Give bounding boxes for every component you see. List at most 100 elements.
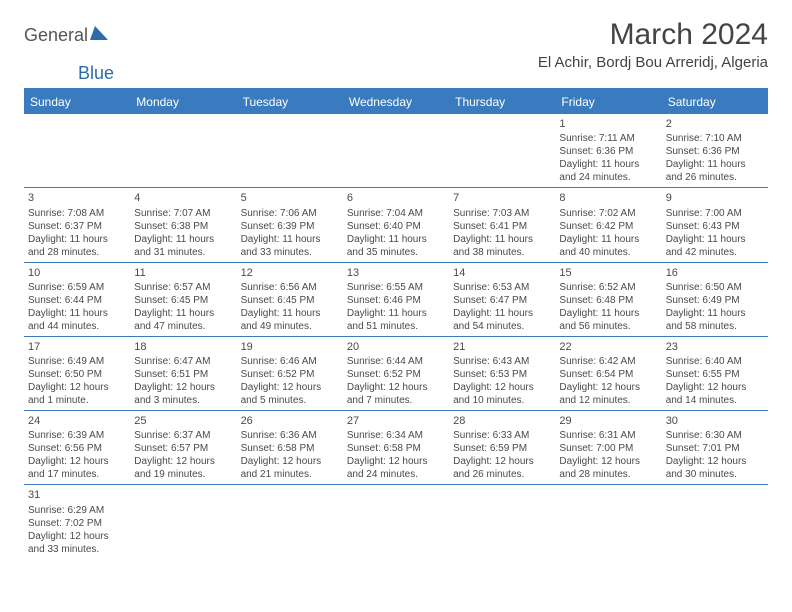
day-cell-empty xyxy=(237,114,343,187)
sun-line: Daylight: 12 hours xyxy=(134,381,232,394)
sun-line: and 12 minutes. xyxy=(559,394,657,407)
day-cell: 12Sunrise: 6:56 AMSunset: 6:45 PMDayligh… xyxy=(237,263,343,336)
day-number: 6 xyxy=(347,191,445,205)
sun-line: and 51 minutes. xyxy=(347,320,445,333)
day-number: 16 xyxy=(666,266,764,280)
day-number: 24 xyxy=(28,414,126,428)
day-number: 28 xyxy=(453,414,551,428)
day-number: 11 xyxy=(134,266,232,280)
sun-line: Daylight: 12 hours xyxy=(28,381,126,394)
sun-line: Daylight: 11 hours xyxy=(559,233,657,246)
sun-line: Sunrise: 6:49 AM xyxy=(28,355,126,368)
calendar: SundayMondayTuesdayWednesdayThursdayFrid… xyxy=(24,88,768,559)
sun-line: Daylight: 12 hours xyxy=(241,455,339,468)
sun-line: and 40 minutes. xyxy=(559,246,657,259)
sun-line: Sunset: 6:45 PM xyxy=(241,294,339,307)
day-cell-empty xyxy=(343,114,449,187)
sun-line: Sunrise: 6:42 AM xyxy=(559,355,657,368)
day-cell: 7Sunrise: 7:03 AMSunset: 6:41 PMDaylight… xyxy=(449,188,555,261)
day-cell: 9Sunrise: 7:00 AMSunset: 6:43 PMDaylight… xyxy=(662,188,768,261)
day-number: 9 xyxy=(666,191,764,205)
sun-line: Sunrise: 7:02 AM xyxy=(559,207,657,220)
week-row: 24Sunrise: 6:39 AMSunset: 6:56 PMDayligh… xyxy=(24,411,768,485)
day-number: 1 xyxy=(559,117,657,131)
day-number: 31 xyxy=(28,488,126,502)
day-number: 2 xyxy=(666,117,764,131)
sun-line: Sunset: 7:01 PM xyxy=(666,442,764,455)
day-cell: 24Sunrise: 6:39 AMSunset: 6:56 PMDayligh… xyxy=(24,411,130,484)
day-cell-empty xyxy=(130,485,236,558)
sun-line: and 19 minutes. xyxy=(134,468,232,481)
sun-line: Sunset: 6:37 PM xyxy=(28,220,126,233)
sun-line: Sunrise: 6:47 AM xyxy=(134,355,232,368)
sun-line: and 30 minutes. xyxy=(666,468,764,481)
sun-line: Sunset: 6:52 PM xyxy=(241,368,339,381)
sun-line: Sunrise: 7:10 AM xyxy=(666,132,764,145)
day-header-tuesday: Tuesday xyxy=(237,90,343,114)
sun-line: Sunrise: 7:07 AM xyxy=(134,207,232,220)
sun-line: Daylight: 11 hours xyxy=(134,307,232,320)
sun-line: Sunrise: 7:03 AM xyxy=(453,207,551,220)
day-cell: 29Sunrise: 6:31 AMSunset: 7:00 PMDayligh… xyxy=(555,411,661,484)
month-title: March 2024 xyxy=(538,18,768,52)
sun-line: Sunrise: 6:37 AM xyxy=(134,429,232,442)
day-number: 20 xyxy=(347,340,445,354)
day-cell: 2Sunrise: 7:10 AMSunset: 6:36 PMDaylight… xyxy=(662,114,768,187)
sun-line: Daylight: 11 hours xyxy=(666,233,764,246)
sun-line: and 56 minutes. xyxy=(559,320,657,333)
sun-line: Daylight: 12 hours xyxy=(666,455,764,468)
day-number: 23 xyxy=(666,340,764,354)
day-header-friday: Friday xyxy=(555,90,661,114)
sun-line: and 26 minutes. xyxy=(666,171,764,184)
sun-line: and 49 minutes. xyxy=(241,320,339,333)
sun-line: Sunset: 6:47 PM xyxy=(453,294,551,307)
sun-line: Daylight: 12 hours xyxy=(347,455,445,468)
sun-line: and 44 minutes. xyxy=(28,320,126,333)
day-cell: 4Sunrise: 7:07 AMSunset: 6:38 PMDaylight… xyxy=(130,188,236,261)
day-number: 18 xyxy=(134,340,232,354)
weeks-container: 1Sunrise: 7:11 AMSunset: 6:36 PMDaylight… xyxy=(24,114,768,559)
sun-line: Daylight: 11 hours xyxy=(28,307,126,320)
day-cell: 8Sunrise: 7:02 AMSunset: 6:42 PMDaylight… xyxy=(555,188,661,261)
sun-line: Daylight: 11 hours xyxy=(453,233,551,246)
sun-line: Sunrise: 6:33 AM xyxy=(453,429,551,442)
day-cell-empty xyxy=(449,114,555,187)
sun-line: Sunset: 6:40 PM xyxy=(347,220,445,233)
day-cell: 21Sunrise: 6:43 AMSunset: 6:53 PMDayligh… xyxy=(449,337,555,410)
day-number: 25 xyxy=(134,414,232,428)
sun-line: Sunset: 6:57 PM xyxy=(134,442,232,455)
day-cell: 18Sunrise: 6:47 AMSunset: 6:51 PMDayligh… xyxy=(130,337,236,410)
sun-line: Sunrise: 6:43 AM xyxy=(453,355,551,368)
sun-line: Sunrise: 6:53 AM xyxy=(453,281,551,294)
sun-line: Daylight: 12 hours xyxy=(241,381,339,394)
sun-line: Daylight: 11 hours xyxy=(559,307,657,320)
day-number: 29 xyxy=(559,414,657,428)
sun-line: Daylight: 11 hours xyxy=(453,307,551,320)
sun-line: and 58 minutes. xyxy=(666,320,764,333)
sun-line: and 14 minutes. xyxy=(666,394,764,407)
sun-line: Sunrise: 6:55 AM xyxy=(347,281,445,294)
sun-line: Sunrise: 6:29 AM xyxy=(28,504,126,517)
sun-line: Sunrise: 7:00 AM xyxy=(666,207,764,220)
day-cell: 26Sunrise: 6:36 AMSunset: 6:58 PMDayligh… xyxy=(237,411,343,484)
sun-line: Sunset: 7:00 PM xyxy=(559,442,657,455)
day-number: 10 xyxy=(28,266,126,280)
sun-line: Sunset: 6:58 PM xyxy=(241,442,339,455)
logo-triangle-icon xyxy=(90,24,108,45)
sun-line: and 31 minutes. xyxy=(134,246,232,259)
day-number: 22 xyxy=(559,340,657,354)
day-cell: 28Sunrise: 6:33 AMSunset: 6:59 PMDayligh… xyxy=(449,411,555,484)
day-header-wednesday: Wednesday xyxy=(343,90,449,114)
sun-line: Sunset: 6:38 PM xyxy=(134,220,232,233)
sun-line: Sunrise: 6:36 AM xyxy=(241,429,339,442)
day-cell: 30Sunrise: 6:30 AMSunset: 7:01 PMDayligh… xyxy=(662,411,768,484)
sun-line: Sunrise: 6:31 AM xyxy=(559,429,657,442)
sun-line: Sunset: 6:58 PM xyxy=(347,442,445,455)
day-headers: SundayMondayTuesdayWednesdayThursdayFrid… xyxy=(24,90,768,114)
sun-line: Sunset: 6:48 PM xyxy=(559,294,657,307)
sun-line: and 17 minutes. xyxy=(28,468,126,481)
day-cell: 10Sunrise: 6:59 AMSunset: 6:44 PMDayligh… xyxy=(24,263,130,336)
sun-line: Sunset: 6:41 PM xyxy=(453,220,551,233)
sun-line: Sunset: 6:51 PM xyxy=(134,368,232,381)
sun-line: and 26 minutes. xyxy=(453,468,551,481)
